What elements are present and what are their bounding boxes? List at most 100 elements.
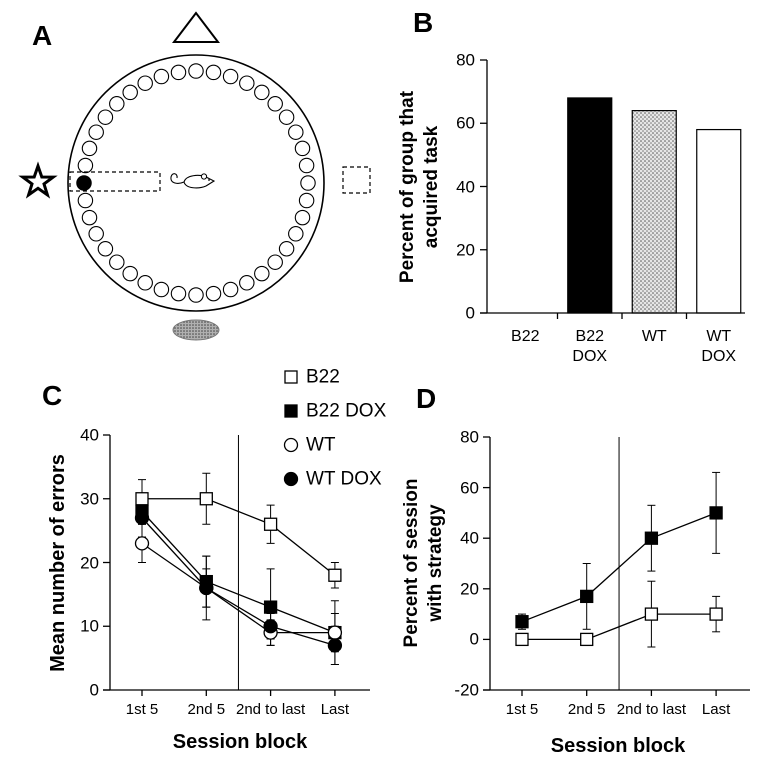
- maze-hole: [254, 84, 270, 101]
- y-tick-label: 80: [456, 50, 475, 70]
- oval-cue-icon: [172, 319, 220, 341]
- x-tick-label: 2nd to last: [616, 701, 686, 718]
- data-point: [263, 600, 278, 614]
- y-tick-label: 10: [80, 616, 99, 636]
- triangle-cue-icon: [171, 11, 221, 43]
- bar: [631, 109, 677, 314]
- maze-hole: [81, 140, 98, 157]
- maze-hole: [205, 64, 222, 81]
- data-point: [644, 531, 659, 545]
- legend-label: B22: [306, 366, 340, 388]
- x-tick-label: Last: [701, 701, 731, 718]
- series-line: [141, 542, 335, 634]
- x-tick-label: B22 DOX: [572, 328, 608, 365]
- escape-tunnel-outline: [69, 171, 161, 192]
- x-tick-label: 2nd 5: [187, 701, 226, 718]
- y-tick-label: 0: [465, 303, 475, 323]
- maze-hole: [278, 109, 295, 125]
- data-point: [263, 517, 278, 531]
- y-axis-title-b: Percent of group that acquired task: [397, 90, 442, 284]
- legend-marker: [284, 370, 298, 384]
- maze-hole: [170, 285, 187, 302]
- legend-marker: [283, 437, 299, 453]
- x-axis-title-c: Session block: [172, 731, 308, 753]
- data-point: [263, 619, 278, 634]
- maze-hole: [298, 157, 315, 174]
- series-line: [521, 512, 717, 623]
- maze-hole: [153, 281, 170, 298]
- y-tick-label: 20: [80, 553, 99, 572]
- data-point: [515, 632, 529, 647]
- x-tick-label: B22: [511, 328, 540, 345]
- maze-hole: [77, 192, 94, 209]
- data-point: [709, 506, 723, 520]
- maze-hole: [81, 209, 98, 226]
- x-tick-label: 2nd to last: [235, 701, 306, 718]
- maze-hole: [239, 275, 255, 291]
- maze-hole: [77, 157, 94, 174]
- data-point: [328, 568, 342, 582]
- data-point: [199, 492, 213, 506]
- y-axis-title-c: Mean number of errors: [47, 454, 69, 672]
- data-point: [327, 638, 343, 653]
- star-cue-icon: [18, 161, 58, 199]
- y-tick-label: 40: [456, 177, 475, 196]
- maze-hole: [188, 63, 204, 79]
- mouse-icon: [170, 173, 216, 189]
- x-tick-label: WT: [641, 328, 667, 345]
- x-axis-title-d: Session block: [550, 735, 686, 757]
- data-point: [135, 492, 149, 506]
- y-tick-label: 40: [460, 528, 479, 548]
- x-tick-label: WT DOX: [701, 328, 737, 365]
- maze-hole: [222, 68, 239, 85]
- series-line: [141, 511, 336, 634]
- maze-hole: [153, 68, 170, 85]
- data-point: [580, 632, 594, 647]
- legend-marker: [283, 471, 299, 487]
- legend-marker: [284, 404, 298, 418]
- y-tick-label: 0: [469, 629, 479, 649]
- y-axis-title-d: Percent of session with strategy: [401, 478, 446, 648]
- y-tick-label: 0: [89, 680, 99, 700]
- maze-hole: [88, 124, 104, 140]
- maze-hole: [170, 64, 187, 81]
- maze-hole: [109, 254, 125, 270]
- plots: [103, 59, 750, 696]
- maze-hole: [278, 241, 295, 257]
- y-tick-label: 60: [456, 113, 475, 133]
- maze-hole: [267, 96, 283, 112]
- maze-hole: [298, 192, 315, 209]
- maze-hole: [97, 241, 114, 257]
- maze-hole: [88, 226, 104, 242]
- data-point: [134, 510, 150, 526]
- maze-hole: [300, 175, 316, 191]
- square-cue-icon: [342, 166, 371, 194]
- x-tick-label: Last: [320, 701, 350, 718]
- data-point: [134, 536, 150, 551]
- maze-hole: [188, 287, 204, 303]
- data-point: [580, 589, 594, 604]
- maze-holes: [76, 63, 316, 303]
- legend-label: WT: [306, 434, 336, 456]
- x-tick-label: 1st 5: [125, 701, 159, 718]
- x-tick-label: 2nd 5: [567, 701, 606, 718]
- panel-label-d: D: [416, 383, 437, 414]
- series-line: [142, 498, 336, 576]
- maze-hole: [97, 109, 114, 125]
- x-tick-label: 1st 5: [505, 701, 539, 718]
- y-tick-label: 40: [80, 425, 99, 445]
- series-line: [141, 517, 336, 646]
- maze-hole: [294, 209, 311, 226]
- legend-label: B22 DOX: [306, 400, 387, 422]
- y-tick-label: -20: [454, 680, 479, 700]
- maze-hole: [122, 84, 138, 101]
- maze-hole: [122, 265, 138, 282]
- maze-hole: [267, 254, 283, 270]
- maze-hole: [137, 275, 153, 291]
- maze-hole: [288, 124, 304, 140]
- maze-diagram: [18, 11, 371, 341]
- maze-hole: [254, 265, 270, 282]
